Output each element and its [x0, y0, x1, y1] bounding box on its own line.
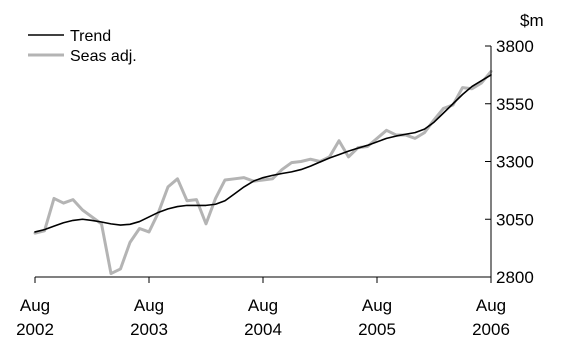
y-tick-label: 3050 [496, 210, 534, 229]
x-tick-label-month: Aug [134, 296, 164, 315]
x-tick-label-month: Aug [20, 296, 50, 315]
y-tick-label: 2800 [496, 268, 534, 287]
series-seas-adj-line [33, 69, 493, 276]
y-tick-label: 3300 [496, 153, 534, 172]
axes-layer: 2800 3050 3300 3550 3800 $m Aug 2002 Aug 2003 Aug 2… [16, 11, 544, 339]
series-trend-line [34, 74, 492, 233]
legend: Trend Seas adj. [28, 28, 137, 65]
legend-trend-label: Trend [70, 28, 111, 45]
x-tick-label-month: Aug [248, 296, 278, 315]
x-tick-label-month: Aug [362, 296, 392, 315]
x-tick-label-year: 2004 [244, 320, 282, 339]
x-tick-label-month: Aug [476, 296, 506, 315]
series-layer [33, 69, 493, 276]
y-tick-label: 3550 [496, 95, 534, 114]
legend-seas-adj-label: Seas adj. [70, 48, 137, 65]
x-tick-label-year: 2002 [16, 320, 54, 339]
x-tick-label-year: 2006 [472, 320, 510, 339]
x-tick-label-year: 2003 [130, 320, 168, 339]
x-tick-label-year: 2005 [358, 320, 396, 339]
y-axis-unit-label: $m [520, 11, 544, 30]
y-tick-label: 3800 [496, 37, 534, 56]
